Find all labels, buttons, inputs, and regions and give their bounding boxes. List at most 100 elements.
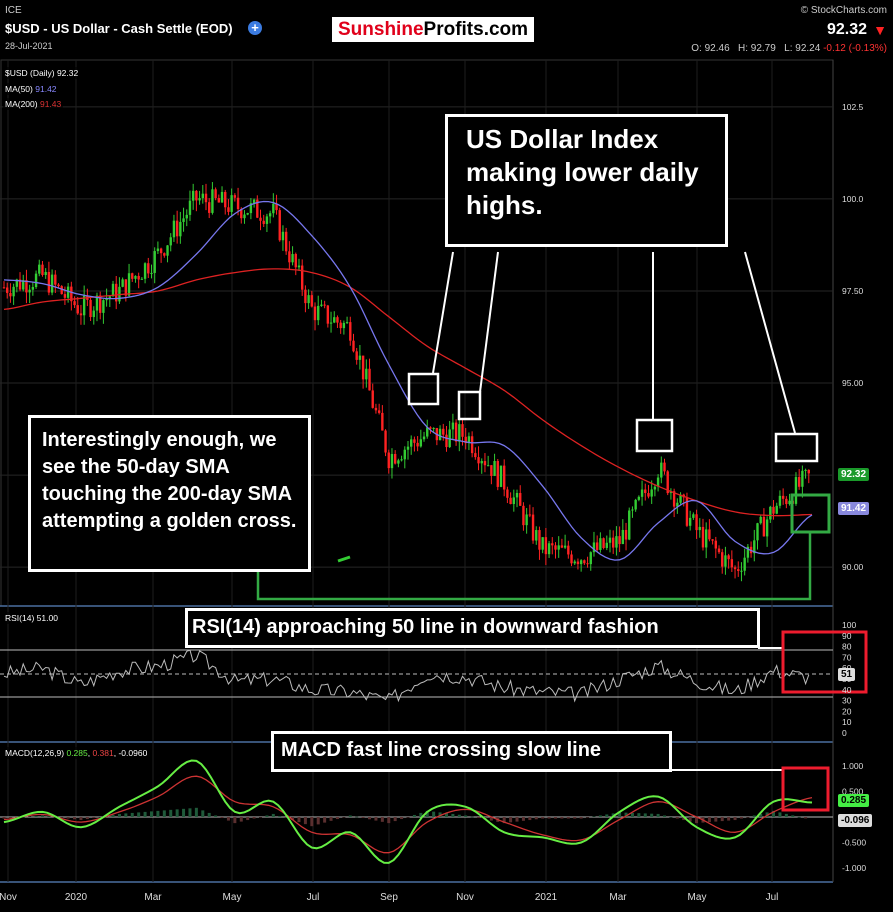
histogram-bar xyxy=(380,817,384,822)
candle-body xyxy=(172,220,176,238)
candle-body xyxy=(525,514,528,526)
candle-body xyxy=(342,322,346,329)
candle-body xyxy=(730,559,734,568)
histogram-bar xyxy=(73,817,77,820)
candle-body xyxy=(92,310,95,318)
histogram-bar xyxy=(323,817,327,823)
histogram-bar xyxy=(759,813,763,817)
candle-body xyxy=(73,301,76,306)
histogram-bar xyxy=(637,813,641,817)
histogram-bar xyxy=(291,817,295,821)
histogram-bar xyxy=(566,817,570,819)
candle-body xyxy=(195,190,198,201)
ohlc-row: O: 92.46 H: 92.79 L: 92.24 -0.12 (-0.13%… xyxy=(691,43,887,54)
change-value: -0.12 (-0.13%) xyxy=(823,43,887,54)
candle-body xyxy=(608,537,612,543)
histogram-bar xyxy=(297,817,301,823)
candle-body xyxy=(288,251,291,263)
histogram-bar xyxy=(387,817,391,824)
candle-body xyxy=(612,537,615,548)
histogram-bar xyxy=(470,816,474,818)
histogram-bar xyxy=(194,807,198,817)
candle-body xyxy=(663,462,666,472)
candle-body xyxy=(31,287,35,290)
logo-part2: Profits.com xyxy=(423,19,529,40)
candle-body xyxy=(474,453,477,458)
histogram-bar xyxy=(130,812,134,817)
price-y-tick: 90.00 xyxy=(842,562,864,572)
candle-body xyxy=(108,296,112,299)
candle-body xyxy=(765,519,769,537)
candle-body xyxy=(438,428,442,441)
candle-body xyxy=(432,427,435,429)
candle-body xyxy=(175,220,179,237)
candle-body xyxy=(573,561,576,564)
candle-body xyxy=(204,193,208,203)
histogram-bar xyxy=(246,817,250,821)
candle-body xyxy=(352,340,355,352)
candle-body xyxy=(589,552,592,565)
histogram-bar xyxy=(28,816,32,817)
histogram-bar xyxy=(605,814,609,817)
candle-body xyxy=(592,542,596,553)
candle-body xyxy=(249,203,253,214)
candle-body xyxy=(38,264,41,274)
histogram-bar xyxy=(316,817,320,825)
candle-body xyxy=(737,569,740,571)
histogram-bar xyxy=(438,812,442,817)
histogram-bar xyxy=(521,817,525,821)
candle-body xyxy=(111,283,115,297)
candle-body xyxy=(724,555,727,567)
candle-body xyxy=(259,217,262,221)
candle-body xyxy=(445,434,448,448)
candle-body xyxy=(281,231,285,241)
x-tick-label: Jul xyxy=(766,892,779,903)
highlight-box-3 xyxy=(635,418,674,453)
macd-line xyxy=(3,759,813,864)
candle-body xyxy=(156,248,160,252)
candle-body xyxy=(102,300,105,313)
candle-body xyxy=(198,198,201,201)
highlight-boxes xyxy=(407,372,819,463)
candle-body xyxy=(201,193,204,199)
histogram-bar xyxy=(688,817,692,822)
ma200-legend-value: 91.43 xyxy=(39,99,62,109)
histogram-bar xyxy=(746,817,750,818)
ma200-line xyxy=(3,268,813,517)
candle-body xyxy=(230,195,233,212)
candle-body xyxy=(554,545,557,550)
candle-body xyxy=(326,305,330,324)
candle-body xyxy=(547,543,551,555)
histogram-bar xyxy=(252,817,256,819)
candle-body xyxy=(371,390,374,408)
histogram-badge: -0.096 xyxy=(838,814,873,827)
add-icon[interactable]: + xyxy=(248,21,262,35)
candle-body xyxy=(406,446,410,450)
candle-body xyxy=(374,407,378,411)
histogram-bar xyxy=(117,813,121,817)
candle-body xyxy=(15,279,19,287)
candle-body xyxy=(47,271,51,293)
candle-body xyxy=(756,523,759,541)
candle-body xyxy=(400,459,403,461)
candle-body xyxy=(672,491,676,507)
rsi-legend: RSI(14) 51.00 xyxy=(3,612,60,624)
histogram-bar xyxy=(630,812,634,817)
histogram-bar xyxy=(226,817,230,821)
candle-body xyxy=(368,368,371,391)
candle-body xyxy=(535,530,538,541)
histogram-bar xyxy=(335,817,339,820)
price-y-tick: 102.5 xyxy=(842,102,864,112)
down-arrow-icon: ▼ xyxy=(873,22,887,38)
rsi-y-tick: 40 xyxy=(842,685,852,695)
histogram-bar xyxy=(489,817,493,821)
candle-body xyxy=(284,231,288,252)
candle-body xyxy=(733,567,737,570)
candle-body xyxy=(499,465,503,487)
candle-body xyxy=(339,322,342,329)
macd-legend-label: MACD(12,26,9) xyxy=(5,748,65,758)
candle-body xyxy=(25,280,28,293)
candle-body xyxy=(794,477,798,504)
histogram-bar xyxy=(342,817,346,818)
histogram-bar xyxy=(143,811,147,817)
